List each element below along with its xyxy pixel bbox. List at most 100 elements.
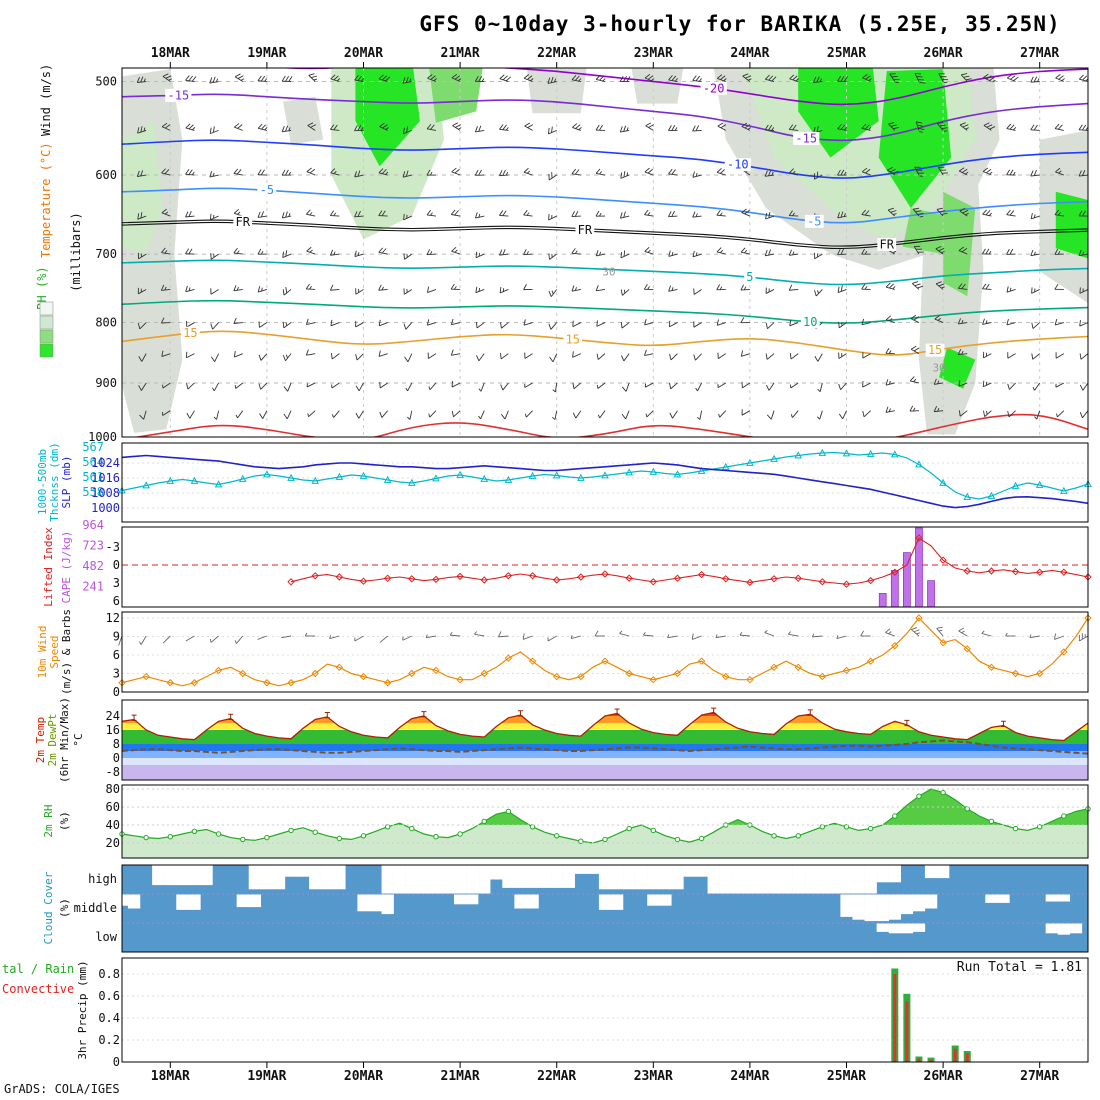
svg-text:24MAR: 24MAR	[730, 1069, 769, 1084]
panel-cape-lifted-index: -3 0 3 6 964 723 482 241	[82, 518, 1092, 608]
svg-text:(%): (%)	[58, 811, 71, 831]
svg-text:6: 6	[113, 594, 120, 608]
svg-text:558: 558	[82, 485, 104, 499]
svg-text:CAPE (J/kg): CAPE (J/kg)	[60, 531, 73, 604]
panel-upper-air-frame	[121, 67, 1089, 438]
svg-text:0: 0	[113, 751, 120, 765]
svg-text:-10: -10	[727, 158, 749, 172]
grads-credit: GrADS: COLA/IGES	[4, 1082, 120, 1096]
svg-text:15: 15	[566, 332, 580, 346]
svg-text:800: 800	[95, 316, 117, 330]
panel-precip: 0.8 0.6 0.4 0.2 0 Run Total = 1.81	[98, 957, 1089, 1069]
svg-text:middle: middle	[74, 901, 117, 915]
svg-text:0.2: 0.2	[98, 1033, 120, 1047]
svg-text:60: 60	[106, 800, 120, 814]
svg-text:Thcknss (dm): Thcknss (dm)	[48, 442, 61, 521]
upper-air-axis-labels: 500 600 700 800 900 1000	[88, 75, 117, 444]
svg-text:1016: 1016	[91, 471, 120, 485]
svg-text:21MAR: 21MAR	[441, 46, 480, 61]
svg-text:(%): (%)	[58, 898, 71, 918]
svg-text:Speed: Speed	[48, 635, 61, 668]
side-labels: Temperature (°C) Wind (m/s) RH (%) (milliba…	[2, 64, 89, 1060]
svg-text:-20: -20	[703, 81, 725, 95]
svg-text:RH (%): RH (%)	[35, 266, 49, 309]
svg-text:2m Temp: 2m Temp	[34, 717, 47, 763]
svg-text:10: 10	[803, 315, 817, 329]
svg-text:1008: 1008	[91, 486, 120, 500]
svg-text:964: 964	[82, 518, 104, 532]
svg-text:24: 24	[106, 709, 120, 723]
svg-text:3hr Precip (mm): 3hr Precip (mm)	[76, 960, 89, 1059]
svg-text:0.6: 0.6	[98, 989, 120, 1003]
x-axis-bottom: 18MAR 19MAR 20MAR 21MAR 22MAR 23MAR 24MAR 25MAR…	[151, 1062, 1059, 1084]
svg-text:3: 3	[113, 666, 120, 680]
svg-text:561: 561	[82, 470, 104, 484]
svg-text:27MAR: 27MAR	[1020, 1069, 1059, 1084]
svg-text:482: 482	[82, 559, 104, 573]
svg-text:30: 30	[932, 361, 945, 374]
svg-text:1000: 1000	[91, 501, 120, 515]
svg-text:Wind (m/s): Wind (m/s)	[39, 64, 53, 136]
svg-text:26MAR: 26MAR	[924, 1069, 963, 1084]
svg-text:0: 0	[113, 1055, 120, 1069]
svg-text:567: 567	[82, 440, 104, 454]
svg-text:80: 80	[106, 782, 120, 796]
svg-text:27MAR: 27MAR	[1020, 46, 1059, 61]
svg-text:Run Total = 1.81: Run Total = 1.81	[957, 960, 1082, 975]
svg-text:FR: FR	[880, 237, 895, 251]
svg-text:Cloud Cover: Cloud Cover	[42, 871, 55, 944]
panel-10m-wind: 12 9 6 3 0	[106, 611, 1092, 699]
svg-text:19MAR: 19MAR	[247, 1069, 286, 1084]
svg-text:-3: -3	[106, 540, 120, 554]
svg-text:12: 12	[106, 611, 120, 625]
temp-band-fill	[122, 712, 1088, 780]
svg-text:1024: 1024	[91, 456, 120, 470]
svg-text:(6hr Min/Max): (6hr Min/Max)	[58, 697, 71, 783]
svg-text:SLP (mb): SLP (mb)	[60, 456, 73, 509]
svg-text:20MAR: 20MAR	[344, 46, 383, 61]
svg-text:600: 600	[95, 168, 117, 182]
svg-text:18MAR: 18MAR	[151, 1069, 190, 1084]
svg-text:25MAR: 25MAR	[827, 1069, 866, 1084]
svg-text:19MAR: 19MAR	[247, 46, 286, 61]
svg-text:0.4: 0.4	[98, 1011, 120, 1025]
svg-text:-8: -8	[106, 765, 120, 779]
svg-text:FR: FR	[236, 215, 251, 229]
svg-text:0: 0	[113, 558, 120, 572]
svg-text:9: 9	[113, 629, 120, 643]
svg-text:22MAR: 22MAR	[537, 46, 576, 61]
svg-text:0.8: 0.8	[98, 967, 120, 981]
svg-text:FR: FR	[578, 223, 593, 237]
svg-text:21MAR: 21MAR	[441, 1069, 480, 1084]
svg-text:16: 16	[106, 723, 120, 737]
svg-text:-15: -15	[795, 131, 817, 145]
svg-text:30: 30	[602, 266, 615, 279]
svg-text:1000-500mb: 1000-500mb	[36, 449, 49, 515]
svg-text:15: 15	[183, 326, 197, 340]
svg-text:20MAR: 20MAR	[344, 1069, 383, 1084]
svg-text:25MAR: 25MAR	[827, 46, 866, 61]
svg-text:15: 15	[928, 343, 942, 357]
x-axis-top: 18MAR 19MAR 20MAR 21MAR 22MAR 23MAR 24MAR 25MAR…	[151, 46, 1059, 68]
svg-text:700: 700	[95, 247, 117, 261]
svg-text:tal / Rain: tal / Rain	[2, 962, 74, 976]
panel-upper-air: -20 -15 -15 -10 -5 -5 FR FR FR 5 10 15 15 15 30 30	[122, 68, 1088, 437]
svg-text:°C: °C	[72, 733, 85, 746]
svg-text:18MAR: 18MAR	[151, 46, 190, 61]
svg-text:23MAR: 23MAR	[634, 1069, 673, 1084]
svg-text:2m RH: 2m RH	[42, 804, 55, 837]
svg-text:8: 8	[113, 737, 120, 751]
svg-text:24MAR: 24MAR	[730, 46, 769, 61]
svg-text:564: 564	[82, 455, 104, 469]
svg-text:Temperature (°C): Temperature (°C)	[39, 142, 53, 258]
svg-text:(m/s) & Barbs: (m/s) & Barbs	[60, 609, 73, 695]
svg-text:23MAR: 23MAR	[634, 46, 673, 61]
svg-text:22MAR: 22MAR	[537, 1069, 576, 1084]
panel-2m-rh: 80 60 40 20	[106, 782, 1091, 859]
svg-text:3: 3	[113, 576, 120, 590]
svg-text:-5: -5	[807, 214, 821, 228]
svg-text:900: 900	[95, 376, 117, 390]
